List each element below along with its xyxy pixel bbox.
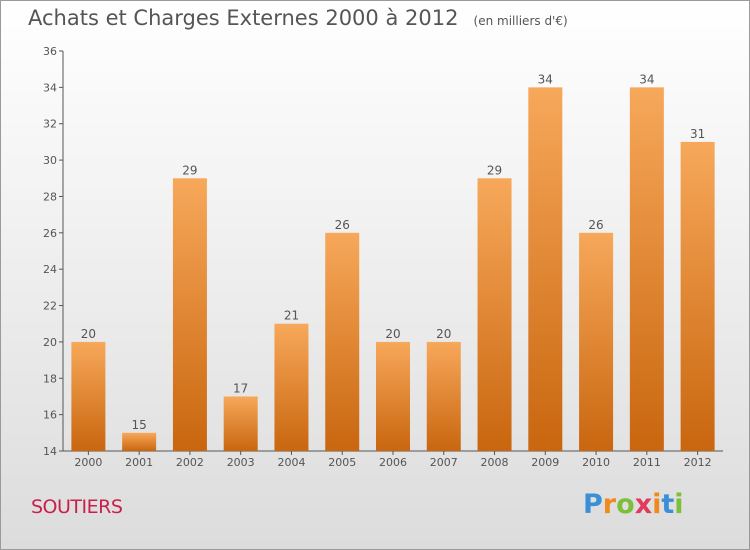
data-label: 15 xyxy=(132,418,147,432)
logo-letter: r xyxy=(602,489,617,520)
x-tick-label: 2008 xyxy=(481,456,509,469)
chart-subtitle: (en milliers d'€) xyxy=(473,14,568,28)
data-label: 34 xyxy=(538,72,553,86)
logo-letter: P xyxy=(583,489,603,520)
x-tick-label: 2011 xyxy=(633,456,661,469)
logo-letter: i xyxy=(652,489,662,520)
x-tick-label: 2007 xyxy=(430,456,458,469)
y-tick-label: 32 xyxy=(43,118,57,131)
data-label: 20 xyxy=(81,327,96,341)
logo-letter: i xyxy=(674,489,684,520)
data-label: 20 xyxy=(385,327,400,341)
x-tick-label: 2004 xyxy=(277,456,305,469)
y-tick-label: 34 xyxy=(43,81,57,94)
x-tick-label: 2010 xyxy=(582,456,610,469)
logo-letter: o xyxy=(616,489,635,520)
y-tick-label: 24 xyxy=(43,263,57,276)
y-tick-label: 20 xyxy=(43,336,57,349)
x-tick-label: 2005 xyxy=(328,456,356,469)
y-tick-label: 16 xyxy=(43,409,57,422)
x-tick-label: 2000 xyxy=(74,456,102,469)
bar xyxy=(223,396,258,451)
data-label: 29 xyxy=(182,163,197,177)
x-tick-label: 2012 xyxy=(684,456,712,469)
bar xyxy=(172,178,207,452)
proxiti-logo: Proxiti xyxy=(583,489,684,520)
y-tick-label: 18 xyxy=(43,372,57,385)
data-label: 20 xyxy=(436,327,451,341)
x-tick-label: 2001 xyxy=(125,456,153,469)
chart-title-block: Achats et Charges Externes 2000 à 2012 (… xyxy=(28,6,568,30)
logo-letter: t xyxy=(661,489,675,520)
bars: 20 15 29 17 21 26 20 20 29 34 26 34 31 xyxy=(71,72,715,452)
bar xyxy=(426,341,461,451)
x-tick-label: 2002 xyxy=(176,456,204,469)
bar xyxy=(122,432,157,451)
y-tick-label: 30 xyxy=(43,154,57,167)
bar xyxy=(579,232,614,451)
y-tick-label: 28 xyxy=(43,190,57,203)
axes: 14 16 18 20 22 24 26 28 30 32 34 36 2000 2001 2002 2003… xyxy=(43,45,723,469)
bar xyxy=(629,87,664,451)
y-tick-label: 22 xyxy=(43,300,57,313)
logo-letter: x xyxy=(634,489,653,520)
data-label: 21 xyxy=(284,309,299,323)
data-label: 26 xyxy=(335,218,350,232)
bar xyxy=(71,341,106,451)
bar xyxy=(325,232,360,451)
commune-name: SOUTIERS xyxy=(31,496,123,518)
data-label: 29 xyxy=(487,163,502,177)
x-tick-label: 2003 xyxy=(227,456,255,469)
y-tick-label: 36 xyxy=(43,45,57,58)
y-tick-label: 14 xyxy=(43,445,57,458)
data-label: 17 xyxy=(233,381,248,395)
data-label: 26 xyxy=(588,218,603,232)
data-label: 34 xyxy=(639,72,654,86)
bar xyxy=(680,141,715,451)
y-tick-label: 26 xyxy=(43,227,57,240)
chart-title: Achats et Charges Externes 2000 à 2012 xyxy=(28,6,459,30)
bar xyxy=(477,178,512,452)
data-label: 31 xyxy=(690,127,705,141)
bar xyxy=(274,323,309,451)
bar xyxy=(528,87,563,451)
x-tick-label: 2006 xyxy=(379,456,407,469)
x-tick-label: 2009 xyxy=(531,456,559,469)
bar xyxy=(376,341,410,451)
